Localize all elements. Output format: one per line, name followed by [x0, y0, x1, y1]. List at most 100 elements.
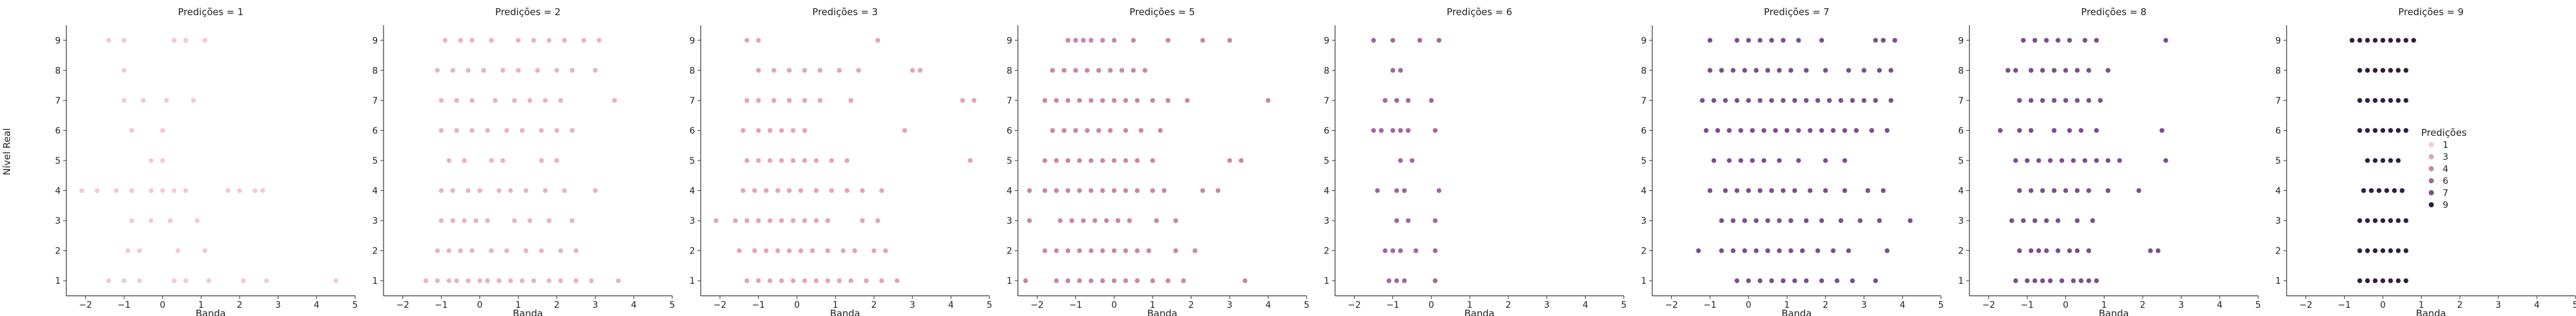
x-tick-label: −2 [713, 300, 727, 310]
y-tick-label: 2 [1324, 246, 1329, 257]
data-point [1242, 277, 1249, 284]
data-point [1842, 127, 1848, 134]
data-point [504, 127, 510, 134]
data-point [1065, 37, 1071, 44]
data-point [167, 217, 174, 224]
x-axis-label: Banda [2416, 308, 2446, 316]
data-point [1753, 67, 1760, 73]
data-point [531, 277, 537, 284]
data-point [1830, 248, 1836, 254]
data-point [2009, 217, 2015, 224]
data-point [1165, 97, 1171, 104]
data-point [2036, 248, 2042, 254]
data-point [1795, 157, 1802, 164]
data-point [523, 248, 529, 254]
data-point [786, 97, 792, 104]
data-point [183, 277, 189, 284]
data-point [1807, 127, 1813, 134]
data-point [2155, 248, 2162, 254]
data-point [1753, 217, 1760, 224]
data-point [1757, 97, 1763, 104]
data-point [1417, 37, 1423, 44]
data-point [1370, 127, 1377, 134]
data-point [763, 248, 770, 254]
data-point [917, 67, 923, 73]
data-point [1853, 127, 1859, 134]
data-point [511, 217, 517, 224]
data-point [1749, 157, 1756, 164]
data-point [1818, 217, 1825, 224]
data-point [124, 248, 131, 254]
y-tick-label: 9 [372, 36, 378, 46]
data-point [1769, 97, 1775, 104]
data-point [1215, 187, 1221, 194]
data-point [2093, 127, 2100, 134]
data-point [2379, 67, 2386, 73]
y-tick-label: 7 [55, 96, 61, 106]
data-point [1382, 97, 1388, 104]
data-point [1065, 97, 1071, 104]
x-tick-label: 1 [2101, 300, 2107, 310]
data-point [713, 217, 719, 224]
data-point [732, 217, 739, 224]
data-point [1123, 97, 1129, 104]
y-tick-label: 9 [2275, 36, 2281, 46]
data-point [2066, 127, 2073, 134]
data-point [2012, 157, 2019, 164]
data-point [1146, 248, 1152, 254]
data-point [2074, 248, 2081, 254]
x-tick-label: 4 [314, 300, 320, 310]
data-point [1799, 248, 1806, 254]
y-tick-label: 2 [55, 246, 61, 257]
data-point [2040, 277, 2046, 284]
data-point [1088, 248, 1094, 254]
data-point [2066, 248, 2073, 254]
data-point [1769, 277, 1775, 284]
data-point [148, 217, 154, 224]
data-point [744, 217, 750, 224]
data-point [751, 248, 758, 254]
x-axis-label: Banda [1465, 308, 1495, 316]
data-point [2387, 37, 2394, 44]
data-point [1161, 187, 1168, 194]
data-point [1378, 127, 1384, 134]
y-tick-label: 9 [1007, 36, 1012, 46]
data-point [445, 157, 452, 164]
data-point [1769, 187, 1775, 194]
data-point [1428, 97, 1434, 104]
data-point [1842, 157, 1848, 164]
data-point [2364, 97, 2371, 104]
data-point [801, 157, 808, 164]
data-point [1849, 277, 1856, 284]
data-point [909, 67, 916, 73]
data-point [2395, 97, 2402, 104]
y-tick-label: 1 [689, 276, 695, 286]
data-point [1226, 157, 1233, 164]
x-tick-label: 2 [554, 300, 560, 310]
data-point [1130, 67, 1137, 73]
data-point [801, 127, 808, 134]
data-point [457, 37, 464, 44]
data-point [2372, 97, 2378, 104]
y-tick-label: 7 [1324, 96, 1329, 106]
data-point [225, 187, 231, 194]
x-tick-label: 5 [670, 300, 675, 310]
data-point [825, 277, 831, 284]
data-point [1123, 157, 1129, 164]
data-point [260, 187, 266, 194]
data-point [450, 67, 456, 73]
panel-title: Predições = 9 [2398, 6, 2464, 18]
data-point [2395, 37, 2402, 44]
data-point [1436, 187, 1442, 194]
data-point [1393, 97, 1400, 104]
x-tick-label: 3 [910, 300, 916, 310]
data-point [1730, 217, 1736, 224]
data-point [1846, 248, 1852, 254]
data-point [1127, 217, 1133, 224]
y-tick-label: 5 [1324, 156, 1329, 166]
data-point [2392, 187, 2398, 194]
data-point [1876, 217, 1883, 224]
data-point [1123, 248, 1129, 254]
data-point [202, 248, 208, 254]
